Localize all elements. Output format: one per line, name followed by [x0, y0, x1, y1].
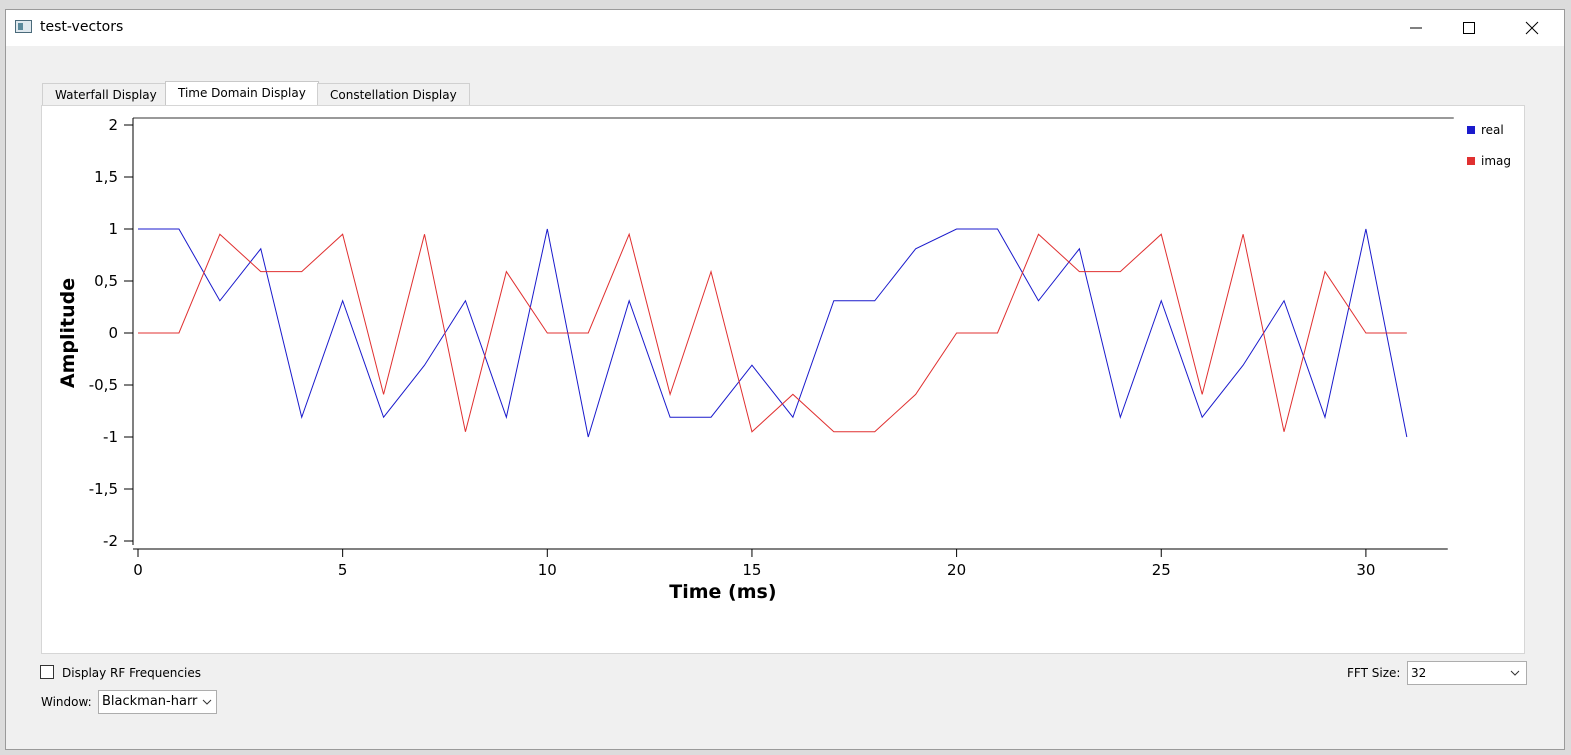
checkbox-label: Display RF Frequencies [62, 666, 201, 680]
y-tick-label: 2 [108, 116, 118, 134]
x-tick-label: 25 [1152, 561, 1171, 579]
title-bar: test-vectors [6, 10, 1564, 46]
x-axis-label: Time (ms) [669, 581, 776, 603]
chart: 2 1,5 1 0,5 0 -0,5 -1 -1,5 -2 0 5 10 15 20 25 30 Time (m… [57, 116, 1511, 603]
window-title: test-vectors [40, 19, 124, 35]
combo-value: Blackman-harr [102, 694, 198, 709]
y-tick-label: -1 [103, 428, 118, 446]
checkbox[interactable] [40, 665, 54, 679]
window: test-vectors Waterfall Display Time Doma… [5, 9, 1565, 750]
legend-label: real [1481, 123, 1504, 137]
combo-value: 32 [1411, 666, 1427, 680]
x-tick-label: 0 [133, 561, 143, 579]
y-tick-label: 0,5 [94, 272, 118, 290]
tab-pane: 2 1,5 1 0,5 0 -0,5 -1 -1,5 -2 0 5 10 15 20 25 30 Time (m… [41, 105, 1525, 654]
legend-label: imag [1481, 154, 1511, 168]
y-tick-label: 0 [108, 324, 118, 342]
arrow [1510, 670, 1520, 676]
fft-label: FFT Size: [1347, 666, 1401, 680]
maximize[interactable] [1463, 22, 1475, 34]
window-buttons[interactable] [1401, 18, 1551, 38]
window-combo[interactable]: Blackman-harr [98, 690, 217, 714]
line-series [138, 232, 1407, 433]
arrow [202, 699, 212, 705]
window-label: Window: [41, 695, 92, 709]
tab[interactable]: Waterfall Display [42, 83, 170, 105]
legend-swatch [1467, 126, 1475, 134]
x-tick-label: 20 [947, 561, 966, 579]
tab[interactable]: Constellation Display [317, 83, 470, 105]
y-axis-label: Amplitude [57, 278, 79, 388]
line-series [138, 228, 1408, 438]
y-tick-label: -2 [103, 532, 118, 550]
y-tick-label: 1 [108, 220, 118, 238]
y-tick-label: -1,5 [89, 480, 118, 498]
y-tick-label: 1,5 [94, 168, 118, 186]
app-icon [15, 20, 32, 33]
fft-combo[interactable]: 32 [1407, 661, 1527, 685]
x-tick-label: 15 [742, 561, 761, 579]
close[interactable] [1525, 21, 1539, 35]
y-tick-label: -0,5 [89, 376, 118, 394]
legend-swatch [1467, 157, 1475, 165]
tab[interactable]: Time Domain Display [165, 81, 319, 106]
x-tick-label: 10 [538, 561, 557, 579]
x-tick-label: 5 [338, 561, 348, 579]
x-tick-label: 30 [1356, 561, 1375, 579]
